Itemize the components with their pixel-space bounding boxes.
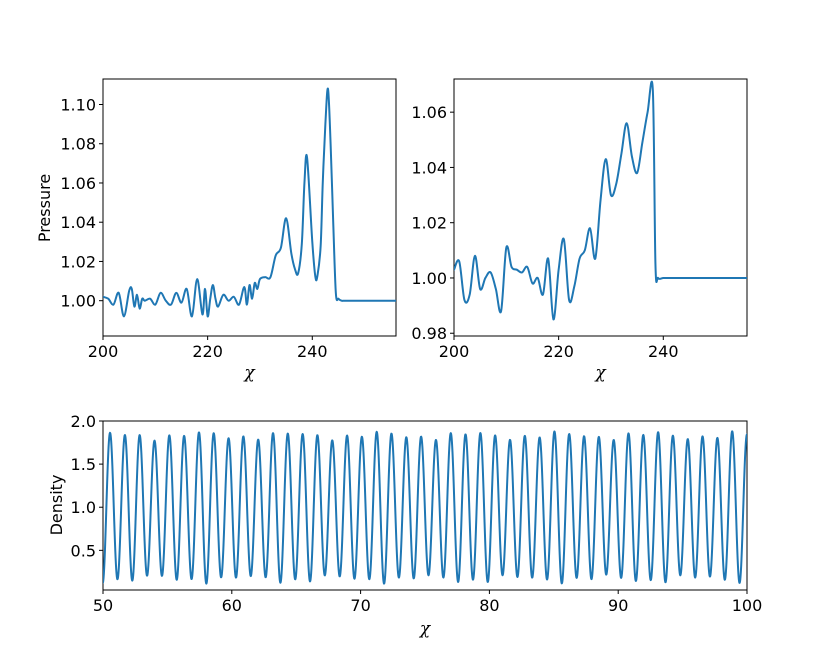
- x-tick-label: 90: [608, 596, 628, 615]
- pressure-plot-right: 200 220 240 0.98 1.00 1.02 1.04 1.06 χ: [411, 78, 748, 383]
- ticks: 50 60 70 80 90 100 0.5 1.0 1.5 2.0: [71, 412, 763, 615]
- y-tick-label: 2.0: [71, 412, 96, 431]
- x-tick-label: 200: [439, 342, 470, 361]
- plot-frame: [453, 78, 748, 337]
- series-line: [454, 80, 747, 321]
- x-axis-label: χ: [594, 363, 607, 383]
- series-line: [103, 87, 396, 318]
- y-axis-label: Density: [47, 475, 66, 536]
- ticks: 200 220 240 1.00 1.02 1.04 1.06 1.08 1.10: [60, 96, 327, 361]
- y-tick-label: 1.02: [60, 252, 96, 271]
- pressure-plot-left: 200 220 240 1.00 1.02 1.04 1.06 1.08 1.10 Pressu…: [35, 78, 397, 383]
- plot-frame: [102, 78, 397, 337]
- plot-area: [103, 87, 396, 318]
- x-tick-label: 100: [732, 596, 763, 615]
- x-tick-label: 240: [648, 342, 679, 361]
- x-tick-label: 220: [543, 342, 574, 361]
- y-tick-label: 1.00: [60, 292, 96, 311]
- x-tick-label: 80: [479, 596, 499, 615]
- x-tick-label: 50: [93, 596, 113, 615]
- y-tick-label: 0.98: [411, 324, 447, 343]
- y-tick-label: 1.0: [71, 498, 96, 517]
- y-tick-label: 1.08: [60, 135, 96, 154]
- y-tick-label: 1.5: [71, 455, 96, 474]
- plot-area: [454, 80, 747, 321]
- plot-frame: [102, 420, 748, 591]
- y-tick-label: 1.06: [60, 174, 96, 193]
- series-line: [103, 430, 747, 585]
- y-tick-label: 1.10: [60, 96, 96, 115]
- x-tick-label: 240: [297, 342, 328, 361]
- y-tick-label: 1.06: [411, 103, 447, 122]
- x-tick-label: 200: [88, 342, 119, 361]
- x-tick-label: 220: [192, 342, 223, 361]
- y-tick-label: 1.04: [60, 213, 96, 232]
- x-tick-label: 70: [350, 596, 370, 615]
- plot-area: [103, 430, 747, 585]
- density-plot: 50 60 70 80 90 100 0.5 1.0 1.5 2.0 Density χ: [47, 412, 762, 639]
- x-tick-label: 60: [222, 596, 242, 615]
- y-tick-label: 0.5: [71, 541, 96, 560]
- y-tick-label: 1.00: [411, 269, 447, 288]
- ticks: 200 220 240 0.98 1.00 1.02 1.04 1.06: [411, 103, 678, 361]
- y-axis-label: Pressure: [35, 174, 54, 242]
- x-axis-label: χ: [419, 619, 432, 639]
- y-tick-label: 1.02: [411, 214, 447, 233]
- x-axis-label: χ: [243, 363, 256, 383]
- y-tick-label: 1.04: [411, 158, 447, 177]
